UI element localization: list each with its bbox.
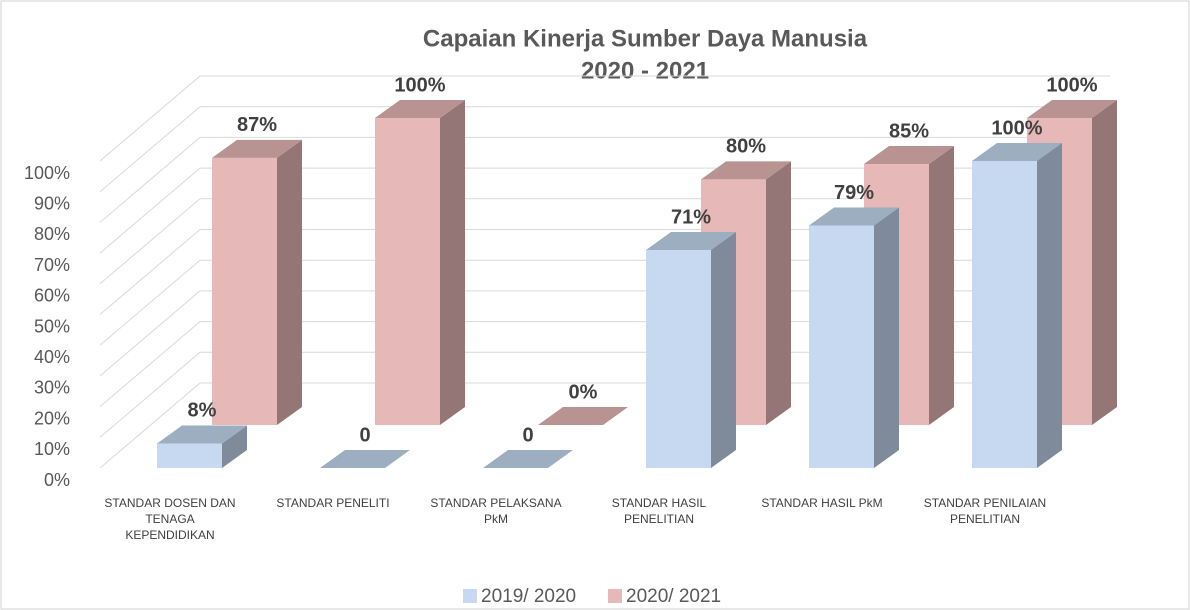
bar-front	[646, 250, 711, 468]
bar-top	[212, 139, 302, 158]
y-tick-label: 100%	[24, 163, 70, 183]
bar	[320, 450, 410, 468]
bar	[375, 100, 465, 425]
bar-side	[277, 139, 302, 425]
legend-swatch	[608, 589, 622, 603]
x-tick-label: STANDAR HASIL PENELITIAN	[611, 496, 707, 526]
bar-top	[483, 450, 573, 468]
grid-line	[99, 290, 1110, 377]
bar-side	[222, 425, 247, 468]
grid-line	[99, 259, 1110, 346]
bar-top	[1027, 100, 1117, 118]
bar-top	[701, 161, 791, 180]
bar	[809, 207, 899, 468]
y-tick-label: 40%	[34, 347, 70, 367]
bar-front	[157, 443, 222, 468]
bar-side	[1092, 100, 1117, 425]
data-label: 0%	[569, 381, 598, 403]
chart-title: Capaian Kinerja Sumber Daya Manusia	[423, 25, 868, 52]
bar-top	[320, 450, 410, 468]
data-label: 71%	[671, 206, 711, 228]
bar-front	[809, 225, 874, 468]
y-tick-label: 70%	[34, 255, 70, 275]
data-label: 100%	[1046, 74, 1097, 96]
x-tick-label: STANDAR DOSEN DAN TENAGA KEPENDIDIKAN	[104, 496, 236, 542]
bar-top	[864, 146, 954, 165]
bar-side	[874, 207, 899, 468]
y-tick-label: 90%	[34, 193, 70, 213]
grid-line	[99, 321, 1110, 407]
bar	[157, 425, 247, 468]
data-label: 100%	[394, 74, 445, 96]
bar-top	[809, 207, 899, 226]
bar-side	[929, 146, 954, 426]
bar-front	[375, 118, 440, 425]
grid-line	[99, 136, 1110, 223]
bar-top	[375, 100, 465, 118]
legend-label: 2019/ 2020	[481, 586, 576, 607]
grid-line	[99, 382, 1110, 469]
bar-side	[711, 232, 736, 468]
bar-side	[766, 161, 791, 425]
data-label: 8%	[188, 400, 217, 422]
grid-line	[99, 198, 1110, 285]
y-tick-label: 0%	[44, 470, 70, 490]
bar	[538, 407, 628, 425]
grid-line	[99, 229, 1110, 315]
grid-line	[99, 167, 1110, 254]
y-tick-label: 30%	[34, 378, 70, 398]
bar	[646, 232, 736, 468]
legend-swatch	[463, 589, 477, 603]
data-label: 80%	[726, 136, 766, 158]
x-tick-label: STANDAR PENELITI	[276, 496, 390, 510]
bar-top	[972, 143, 1062, 161]
data-label: 87%	[237, 114, 277, 136]
x-tick-label: STANDAR PENILAIAN PENELITIAN	[923, 496, 1047, 526]
bar-side	[440, 100, 465, 425]
data-label: 0	[359, 424, 370, 446]
y-tick-label: 10%	[34, 439, 70, 459]
x-tick-label: STANDAR HASIL PkM	[761, 496, 883, 510]
bar	[212, 139, 302, 425]
legend-label: 2020/ 2021	[626, 586, 721, 607]
bar	[972, 143, 1062, 468]
data-label: 0	[522, 424, 533, 446]
bar-top	[646, 232, 736, 251]
bar-front	[212, 157, 277, 425]
bar-front	[972, 161, 1037, 468]
grid-line	[99, 106, 1110, 193]
grid-line	[99, 75, 1110, 162]
data-label: 79%	[834, 182, 874, 204]
data-label: 85%	[889, 120, 929, 142]
y-tick-label: 60%	[34, 286, 70, 306]
y-tick-label: 80%	[34, 224, 70, 244]
bar-side	[1037, 143, 1062, 468]
grid-line	[99, 351, 1110, 438]
bar-top	[538, 407, 628, 425]
data-label: 100%	[991, 117, 1042, 139]
y-tick-label: 50%	[34, 316, 70, 336]
x-tick-label: STANDAR PELAKSANA PkM	[430, 496, 562, 526]
chart-subtitle: 2020 - 2021	[581, 57, 709, 84]
bar	[483, 450, 573, 468]
y-tick-label: 20%	[34, 408, 70, 428]
bar-top	[157, 425, 247, 444]
